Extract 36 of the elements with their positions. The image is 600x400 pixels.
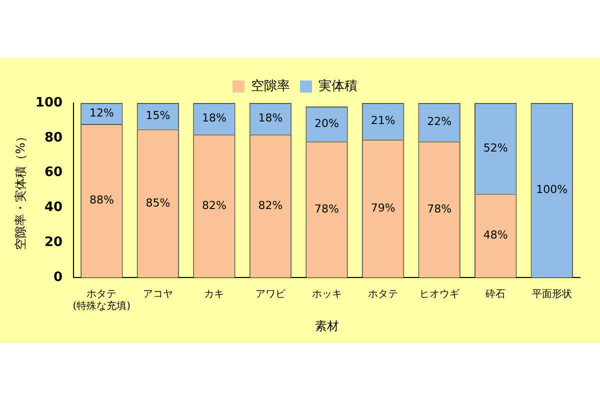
data-label: 78%: [314, 202, 339, 216]
x-tick-label: ホッキ: [312, 289, 342, 300]
legend-label: 空隙率: [251, 78, 290, 94]
x-tick-label: 平面形状: [532, 288, 572, 300]
data-label: 21%: [370, 114, 396, 128]
data-label: 18%: [202, 112, 226, 125]
y-tick-label: 100: [35, 95, 63, 110]
data-label: 20%: [314, 116, 339, 130]
legend-label: 実体積: [318, 78, 358, 94]
data-label: 52%: [483, 141, 508, 154]
data-label: 22%: [427, 115, 452, 128]
y-tick-label: 20: [44, 235, 63, 250]
data-label: 82%: [258, 198, 283, 212]
x-tick-label: アワビ: [255, 289, 286, 300]
x-axis-title: 素材: [314, 318, 339, 333]
x-tick-label: 砕石: [484, 289, 506, 300]
data-label: 18%: [258, 112, 283, 125]
x-tick-label: カキ: [204, 289, 224, 300]
y-tick-label: 60: [44, 165, 63, 180]
data-label: 48%: [483, 228, 508, 242]
y-tick-label: 80: [44, 130, 63, 146]
x-tick-label: ホタテ: [368, 289, 398, 300]
data-label: 79%: [370, 201, 396, 214]
x-tick-label: ヒオウギ: [419, 288, 460, 300]
data-label: 15%: [146, 108, 170, 122]
x-tick-label: ホタテ (特殊な充填): [72, 289, 131, 312]
data-label: 88%: [89, 194, 114, 207]
data-label: 78%: [427, 202, 452, 216]
y-axis-title: 空隙率・実体積（%）: [13, 130, 28, 250]
data-label: 100%: [536, 183, 568, 196]
y-tick-label: 40: [44, 200, 63, 216]
data-label: 82%: [202, 198, 226, 212]
data-label: 12%: [89, 106, 114, 120]
data-label: 85%: [146, 196, 170, 210]
y-tick-label: 0: [53, 270, 63, 285]
x-tick-label: アコヤ: [142, 289, 173, 300]
